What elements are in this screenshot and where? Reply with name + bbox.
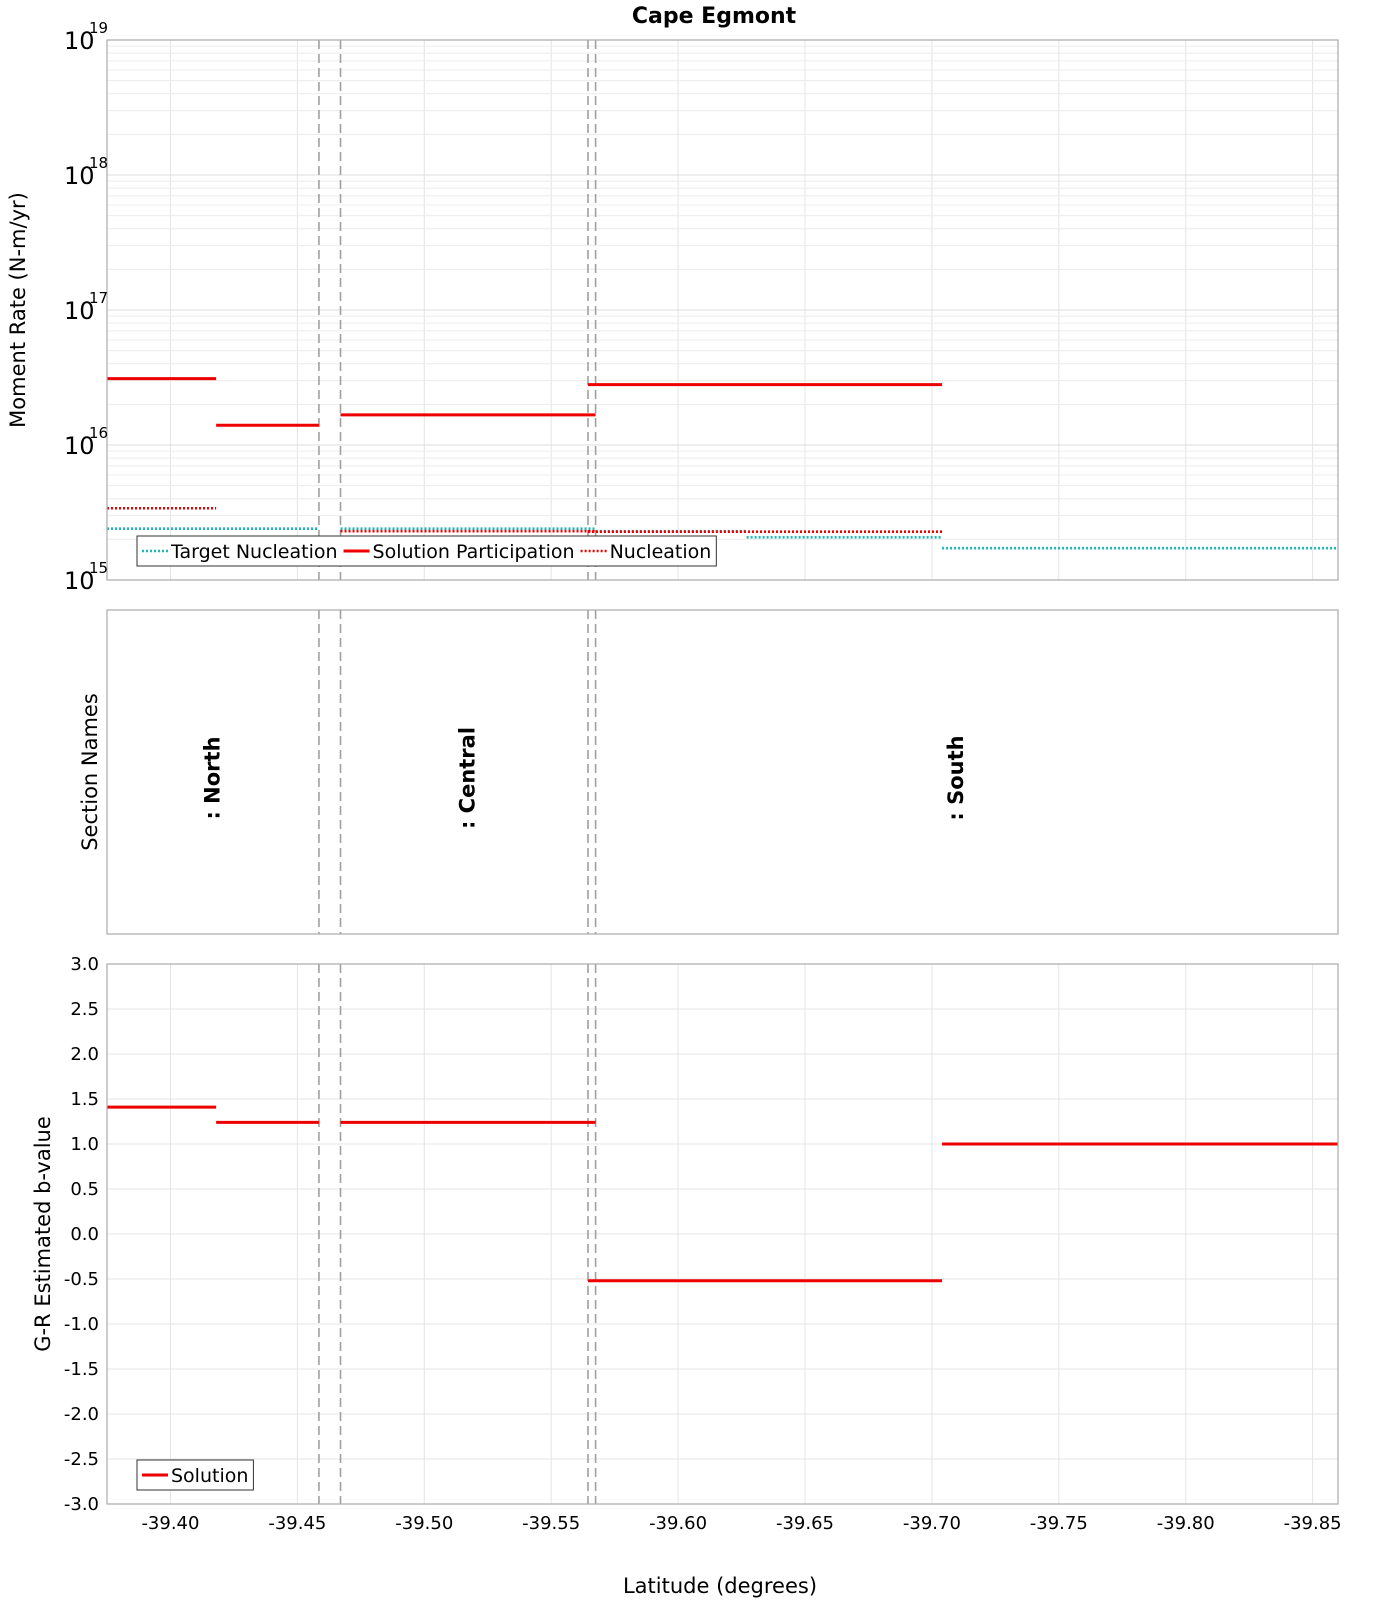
x-tick-label: -39.45 xyxy=(268,1513,326,1534)
moment-rate-section-boundaries xyxy=(318,40,597,580)
series-solution-participation xyxy=(107,377,943,427)
y-tick-label: -0.5 xyxy=(64,1269,99,1290)
section-name-label: : North xyxy=(200,736,224,819)
y-tick-label: 1.0 xyxy=(70,1134,99,1155)
series-solution xyxy=(107,1105,1338,1283)
moment-rate-legend: Target Nucleation Solution Participation N… xyxy=(136,535,717,567)
y-tick-label: 3.0 xyxy=(70,954,99,975)
moment-rate-series xyxy=(107,377,1338,550)
y-tick-label: -1.5 xyxy=(64,1359,99,1380)
b-value-y-axis-label: G-R Estimated b-value xyxy=(31,1116,55,1352)
y-tick-base: 10 xyxy=(64,432,95,460)
y-tick-label: 2.0 xyxy=(70,1044,99,1065)
legend-item: Solution Participation xyxy=(343,541,575,563)
y-tick-base: 10 xyxy=(64,297,95,325)
section-names-panel: Section Names : North : Central : South xyxy=(78,609,1339,935)
legend-label: Target Nucleation xyxy=(170,541,338,563)
moment-rate-plot-frame xyxy=(106,39,1339,581)
b-value-panel: -3.0 -2.5 -2.0 -1.5 -1.0 -0.5 0.0 0.5 1.0 1.5 2.0 2… xyxy=(31,954,1339,1515)
moment-rate-y-axis-label: Moment Rate (N-m/yr) xyxy=(6,192,30,428)
y-tick-exponent: 19 xyxy=(89,19,108,37)
y-tick-label: -2.5 xyxy=(64,1449,99,1470)
y-tick-exponent: 15 xyxy=(89,559,108,577)
section-names-y-axis-label: Section Names xyxy=(78,693,102,851)
chart-title: Cape Egmont xyxy=(632,4,797,29)
x-tick-label: -39.55 xyxy=(522,1513,580,1534)
legend-box xyxy=(136,535,717,567)
moment-rate-grid xyxy=(107,40,1338,581)
legend-item: Nucleation xyxy=(580,541,712,563)
x-tick-label: -39.40 xyxy=(141,1513,199,1534)
y-tick-label: 2.5 xyxy=(70,999,99,1020)
y-tick-base: 10 xyxy=(64,567,95,595)
legend-label: Solution xyxy=(171,1465,248,1487)
y-tick-label: 1.5 xyxy=(70,1089,99,1110)
x-tick-label: -39.65 xyxy=(776,1513,834,1534)
y-tick-label: 0.5 xyxy=(70,1179,99,1200)
y-tick-label: -1.0 xyxy=(64,1314,99,1335)
x-axis-ticks: -39.40 -39.45 -39.50 -39.55 -39.60 -39.65 -39.… xyxy=(141,1513,1341,1534)
y-tick-base: 10 xyxy=(64,162,95,190)
x-axis-label: Latitude (degrees) xyxy=(623,1574,817,1598)
section-name-labels: : North : Central : South xyxy=(200,727,968,829)
section-names-boundaries xyxy=(318,610,597,934)
y-tick-label: -2.0 xyxy=(64,1404,99,1425)
legend-label: Solution Participation xyxy=(373,541,575,563)
legend-item: Target Nucleation xyxy=(142,541,338,563)
b-value-series xyxy=(107,1105,1338,1283)
x-tick-label: -39.70 xyxy=(903,1513,961,1534)
b-value-grid xyxy=(107,963,1338,1505)
legend-item: Solution xyxy=(142,1465,248,1487)
section-names-plot-frame xyxy=(106,609,1339,935)
y-tick-exponent: 17 xyxy=(89,289,108,307)
x-tick-label: -39.85 xyxy=(1284,1513,1342,1534)
b-value-plot-frame xyxy=(106,963,1339,1505)
y-tick-exponent: 18 xyxy=(89,154,108,172)
x-tick-label: -39.60 xyxy=(649,1513,707,1534)
legend-label: Nucleation xyxy=(610,541,712,563)
x-tick-label: -39.50 xyxy=(395,1513,453,1534)
section-name-label: : Central xyxy=(455,727,479,829)
b-value-legend: Solution xyxy=(136,1459,254,1491)
y-tick-label: -3.0 xyxy=(64,1494,99,1515)
y-tick-label: 0.0 xyxy=(70,1224,99,1245)
section-name-label: : South xyxy=(944,735,968,820)
b-value-y-ticks: -3.0 -2.5 -2.0 -1.5 -1.0 -0.5 0.0 0.5 1.0 1.5 2.0 2… xyxy=(64,954,99,1515)
x-tick-label: -39.80 xyxy=(1157,1513,1215,1534)
x-tick-label: -39.75 xyxy=(1030,1513,1088,1534)
y-tick-exponent: 16 xyxy=(89,424,108,442)
y-tick-base: 10 xyxy=(64,27,95,55)
b-value-section-boundaries xyxy=(318,964,597,1504)
